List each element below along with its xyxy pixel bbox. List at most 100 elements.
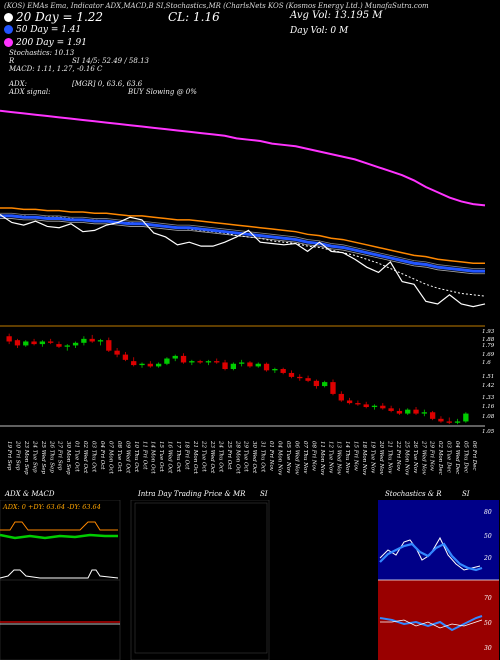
candle-body [56, 344, 62, 347]
series-line-200-day [0, 109, 486, 207]
date-label: 08 Fri Nov [310, 441, 316, 472]
date-label: 31 Thu Oct [260, 441, 266, 473]
candle-body [180, 355, 187, 363]
candle-body [263, 363, 270, 371]
date-label: 30 Wed Oct [251, 441, 257, 474]
candle-body [23, 341, 29, 346]
adx-line [0, 533, 118, 540]
candle-body [139, 363, 145, 366]
candle-body [446, 421, 452, 423]
candle-body [230, 363, 237, 370]
si-panel-title-mid: SI [260, 490, 268, 498]
grey-band-line-1 [0, 212, 485, 269]
date-label: 30 Mon Sep [65, 441, 71, 475]
date-label: 07 Thu Nov [302, 441, 308, 474]
candle-body [14, 340, 21, 346]
intra-panel-title: Intra Day Trading Price & MR [138, 490, 246, 498]
stoch-panel-title: Stochastics & R [385, 490, 442, 498]
date-label: 06 Fri Dec [471, 441, 477, 470]
close-label: CL: 1.16 [168, 10, 220, 24]
price-tick-label: 1.79 [482, 343, 495, 349]
adx-signal-label: ADX signal: [9, 88, 51, 96]
price-tick-label: 1.33 [482, 395, 495, 401]
stoch-tick-80: 80 [484, 509, 492, 516]
candle-body [31, 341, 37, 345]
si-line [379, 615, 483, 632]
candle-body [421, 412, 427, 414]
stoch-tick-20: 20 [483, 555, 492, 562]
date-label: 12 Tue Nov [327, 441, 333, 474]
orange-band-line [0, 207, 485, 264]
stoch-d-line [379, 542, 483, 572]
date-label: 26 Tue Nov [412, 440, 418, 474]
date-label: 10 Thu Oct [133, 441, 139, 473]
date-label: 21 Thu Nov [386, 440, 392, 474]
candle-body [288, 372, 295, 377]
candle-body [396, 410, 403, 414]
date-label: 05 Tue Nov [285, 441, 291, 474]
date-label: 08 Tue Oct [116, 441, 122, 473]
candle-body [155, 363, 162, 367]
date-label: 22 Fri Nov [395, 440, 401, 472]
candle-body [72, 342, 79, 346]
date-label: 19 Tue Nov [370, 441, 376, 474]
si-tick-low: 30 [484, 645, 492, 652]
date-label: 25 Fri Oct [226, 440, 232, 470]
date-label: 02 Wed Oct [82, 441, 88, 474]
header-title: (KOS) EMAs Ema, Indicator ADX,MACD,B SI,… [4, 2, 429, 10]
adx-panel-title: ADX & MACD [5, 490, 55, 498]
date-label: 27 Wed Nov [420, 440, 426, 476]
adx-readout: ADX: 0 +DY: 63.64 -DY: 63.64 [2, 503, 101, 511]
date-label: 04 Wed Dec [454, 441, 460, 474]
candle-body [280, 369, 286, 373]
price-chart: 1.93 1.881.79 1.69 1.6 1.51 1.42 1.33 1.16 1.08 1… [0, 325, 495, 476]
candle-body [405, 409, 411, 414]
date-label: 19 Fri Sep [6, 441, 12, 471]
series-line-close [0, 214, 486, 308]
price-tick-label: 1.6 [482, 360, 491, 366]
si-panel-title-right: SI [462, 490, 470, 498]
candle-body [114, 350, 120, 355]
price-tick-label: 1.05 [482, 429, 495, 435]
candle-body [438, 418, 444, 422]
macd-readout: MACD: 1.11, 1.27, -0.16 C [9, 65, 103, 73]
date-label: 23 Mon Sep [23, 440, 29, 475]
candle-body [463, 413, 469, 422]
candle-body [305, 378, 311, 381]
date-label: 18 Mon Nov [361, 441, 367, 476]
date-label: 29 Tue Oct [243, 440, 249, 473]
date-label: 28 Mon Oct [234, 440, 240, 475]
candle-body [81, 338, 87, 343]
date-label: 04 Mon Nov [277, 441, 283, 476]
candle-body [346, 400, 353, 404]
candle-body [131, 361, 137, 366]
candle-body [122, 354, 129, 360]
intra-plot-area [134, 502, 268, 654]
date-label: 26 Thu Sep [48, 440, 54, 473]
candle-body [330, 382, 336, 394]
date-label: 23 Wed Oct [209, 440, 215, 474]
candle-body [97, 340, 104, 342]
date-label: 18 Fri Oct [184, 441, 190, 470]
date-label: 15 Tue Oct [158, 441, 164, 473]
date-label: 09 Wed Oct [124, 441, 130, 474]
date-label: 17 Thu Oct [175, 441, 181, 473]
date-label: 04 Fri Oct [99, 441, 105, 470]
date-label: 24 Tue Sep [31, 440, 37, 473]
buy-signal: BUY Slowing @ 0% [128, 88, 197, 96]
candle-body [6, 336, 12, 342]
date-label: 11 Fri Oct [141, 441, 147, 470]
date-label: 02 Mon Dec [437, 441, 443, 475]
candle-body [338, 393, 344, 401]
candle-body [297, 376, 303, 379]
date-label: 20 Wed Nov [378, 440, 384, 476]
price-tick-label: 1.93 [482, 329, 495, 335]
si-readout: SI 14/5: 52.49 / 58.13 [72, 57, 149, 65]
candle-body [388, 408, 394, 411]
candle-body [454, 421, 461, 423]
candle-body [205, 361, 212, 363]
date-label: 15 Fri Nov [353, 441, 359, 472]
price-tick-label: 1.51 [482, 374, 494, 380]
candle-body [413, 409, 419, 414]
date-label: 05 Thu Dec [463, 441, 469, 473]
